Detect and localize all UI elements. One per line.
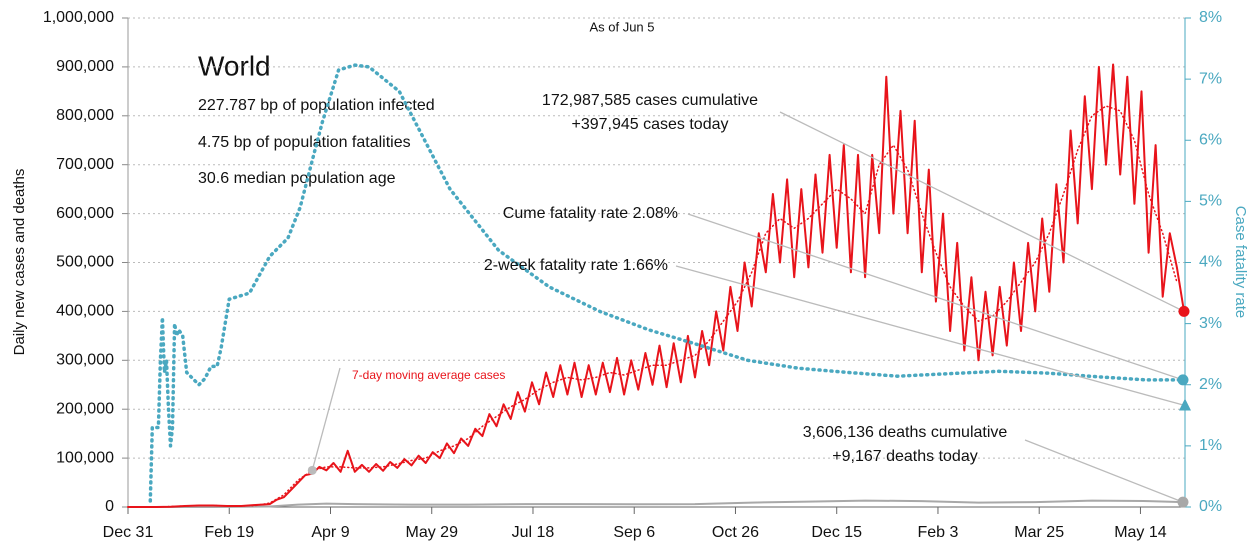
y2-tick-label: 2% [1199, 376, 1222, 393]
end-marker [1178, 305, 1190, 317]
leader-line [687, 213, 1184, 381]
y-axis-title: Daily new cases and deaths [11, 169, 28, 356]
stat: 30.6 median population age [198, 170, 396, 187]
x-tick-label: Apr 9 [311, 524, 349, 541]
annotation: 2-week fatality rate 1.66% [484, 257, 668, 274]
annotation: Cume fatality rate 2.08% [503, 205, 678, 222]
annotation: 3,606,136 deaths cumulative [803, 424, 1008, 441]
y2-tick-label: 8% [1199, 9, 1222, 26]
headline: World [198, 50, 271, 81]
stat: 4.75 bp of population fatalities [198, 134, 411, 151]
x-tick-label: Mar 25 [1014, 524, 1064, 541]
x-tick-label: Oct 26 [712, 524, 759, 541]
y2-tick-label: 5% [1199, 193, 1222, 210]
series-line [148, 63, 1185, 503]
end-marker [1177, 374, 1189, 386]
y-tick-label: 700,000 [56, 156, 114, 173]
series-line [127, 499, 1184, 508]
x-tick-label: Dec 15 [811, 524, 862, 541]
y2-tick-label: 3% [1199, 315, 1222, 332]
x-tick-label: Feb 19 [204, 524, 254, 541]
y2-tick-label: 4% [1199, 254, 1222, 271]
leader-line [675, 265, 1186, 407]
x-tick-label: May 29 [406, 524, 459, 541]
y-tick-label: 800,000 [56, 107, 114, 124]
subtitle: As of Jun 5 [589, 19, 654, 34]
annotation: 172,987,585 cases cumulative [542, 92, 758, 109]
y-tick-label: 200,000 [56, 400, 114, 417]
y2-tick-label: 1% [1199, 437, 1222, 454]
y2-tick-label: 0% [1199, 498, 1222, 515]
x-tick-label: Jul 18 [512, 524, 555, 541]
annotation: +397,945 cases today [571, 116, 728, 133]
y-tick-label: 600,000 [56, 205, 114, 222]
y2-axis-title: Case fatality rate [1232, 206, 1249, 319]
y-tick-label: 300,000 [56, 352, 114, 369]
stat: 227.787 bp of population infected [198, 97, 435, 114]
annotation: 7-day moving average cases [352, 368, 505, 382]
leader-line [1024, 439, 1184, 503]
y-tick-label: 900,000 [56, 58, 114, 75]
leader-line [779, 111, 1185, 312]
y2-tick-label: 7% [1199, 70, 1222, 87]
x-tick-label: May 14 [1114, 524, 1167, 541]
y-tick-label: 400,000 [56, 303, 114, 320]
y-tick-label: 500,000 [56, 254, 114, 271]
x-tick-label: Dec 31 [103, 524, 154, 541]
leader-line [311, 367, 341, 471]
y-tick-label: 100,000 [56, 449, 114, 466]
x-tick-label: Sep 6 [613, 524, 655, 541]
y-tick-label: 1,000,000 [43, 9, 114, 26]
y2-tick-label: 6% [1199, 131, 1222, 148]
x-tick-label: Feb 3 [918, 524, 959, 541]
y-tick-label: 0 [105, 498, 114, 515]
triangle-marker [1179, 398, 1191, 411]
end-marker [1177, 496, 1189, 508]
end-marker [307, 465, 317, 475]
series-line [127, 105, 1178, 508]
annotation: +9,167 deaths today [832, 448, 977, 465]
